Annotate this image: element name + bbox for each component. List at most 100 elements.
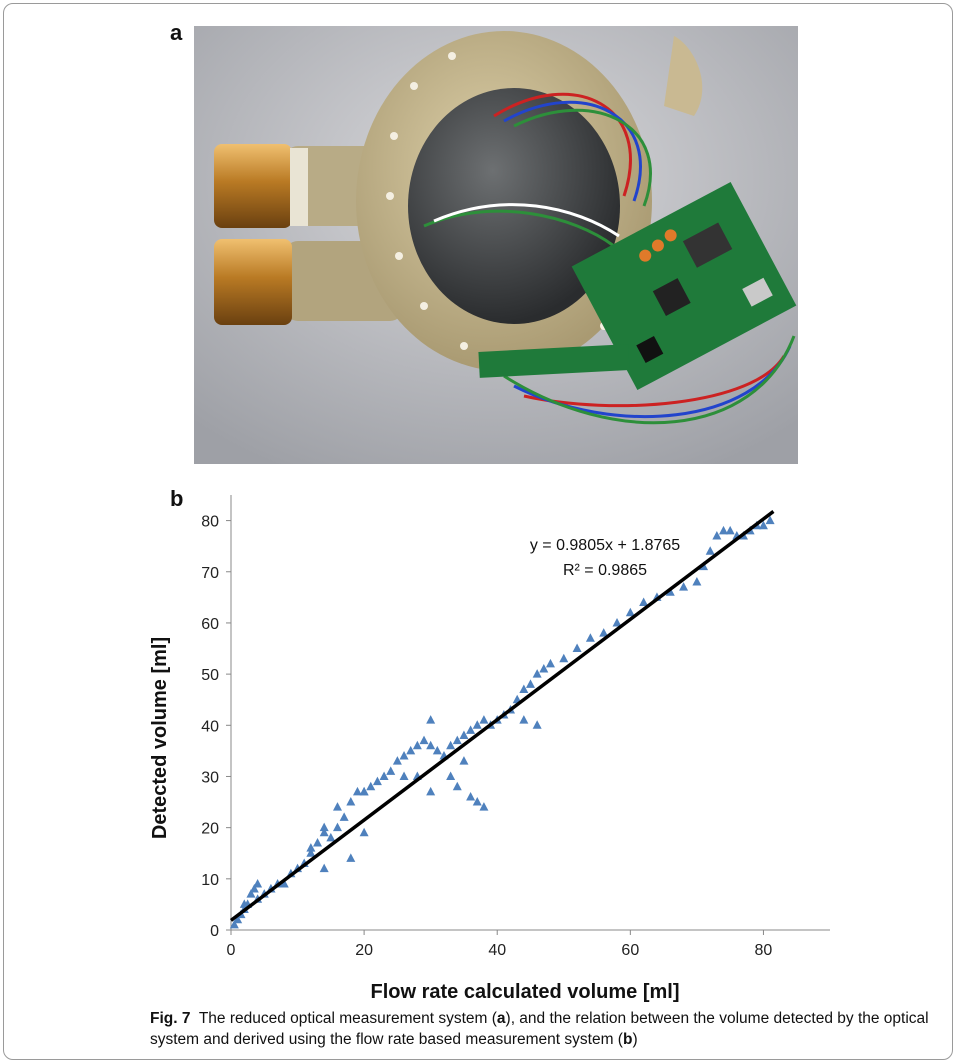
data-point (532, 669, 542, 678)
panel-label-b: b (170, 486, 184, 511)
data-point (319, 827, 329, 837)
data-point (392, 756, 402, 765)
data-point (452, 735, 462, 745)
r-squared-annotation: R² = 0.9865 (563, 562, 647, 579)
x-tick-label: 20 (355, 942, 373, 959)
data-point (719, 525, 729, 535)
figure-frame (3, 3, 953, 1060)
data-point (599, 628, 609, 637)
data-point (472, 720, 482, 729)
data-point (306, 843, 316, 852)
data-point (466, 725, 476, 734)
data-point (386, 766, 396, 775)
data-point (472, 797, 482, 806)
y-tick-label: 70 (201, 565, 219, 582)
data-point (246, 889, 256, 898)
data-point (692, 577, 702, 586)
caption-part-1: The reduced optical measurement system ( (198, 1010, 497, 1027)
data-point (532, 720, 542, 729)
data-point (765, 515, 775, 525)
scatter-chart: 0 20 40 60 80 0 10 20 30 40 50 60 70 80 y = 0.9805x +… (149, 495, 830, 1003)
x-tick-label: 0 (227, 942, 236, 959)
data-point (359, 786, 369, 796)
data-point (359, 827, 369, 837)
data-point (426, 786, 436, 796)
y-tick-label: 20 (201, 821, 219, 838)
data-point (545, 658, 555, 668)
data-point (479, 715, 489, 724)
data-point (399, 751, 409, 760)
data-point (319, 822, 329, 832)
data-point (526, 679, 535, 688)
panel-label-a: a (170, 20, 183, 45)
data-point (332, 802, 342, 811)
data-point (452, 781, 462, 791)
figure-caption: Fig. 7 The reduced optical measurement s… (150, 1008, 940, 1050)
data-point (705, 546, 715, 555)
data-point (519, 715, 529, 724)
data-point (319, 863, 329, 873)
data-point (239, 899, 249, 908)
y-tick-label: 60 (201, 616, 219, 633)
data-point (572, 643, 582, 653)
plot-area: 0 20 40 60 80 0 10 20 30 40 50 60 70 80 (201, 495, 830, 959)
caption-ref-a: a (496, 1010, 506, 1027)
data-point (446, 771, 456, 780)
y-tick-label: 80 (201, 514, 219, 531)
y-tick-label: 0 (210, 923, 219, 940)
data-point (539, 664, 549, 673)
data-point (406, 745, 416, 755)
x-tick-label: 80 (755, 942, 773, 959)
data-point (233, 914, 243, 924)
data-point (466, 791, 476, 801)
data-point (249, 884, 259, 893)
data-point (399, 771, 409, 780)
data-point (725, 525, 735, 535)
data-point (559, 653, 569, 663)
data-point (585, 633, 595, 642)
data-point (326, 832, 336, 842)
data-point (612, 617, 622, 627)
data-point (519, 684, 529, 693)
data-point (758, 520, 768, 530)
data-point (625, 607, 635, 617)
data-point (639, 597, 649, 606)
y-axis-title: Detected volume [ml] (149, 637, 171, 839)
y-tick-label: 40 (201, 718, 219, 735)
data-point (459, 756, 469, 765)
data-point (332, 822, 342, 832)
caption-ref-b: b (622, 1031, 633, 1048)
data-point (426, 715, 436, 724)
caption-part-3: ) (632, 1031, 638, 1048)
data-point (253, 878, 263, 888)
x-tick-label: 60 (621, 942, 639, 959)
device-photo (194, 26, 798, 464)
data-point (412, 740, 422, 750)
data-point (712, 530, 722, 540)
data-point (446, 740, 456, 750)
x-axis-title: Flow rate calculated volume [ml] (371, 981, 680, 1003)
x-tick-label: 40 (488, 942, 506, 959)
y-tick-label: 50 (201, 667, 219, 684)
data-point (339, 812, 349, 821)
figure-number: Fig. 7 (150, 1010, 191, 1027)
data-point (665, 587, 675, 596)
data-point (426, 740, 436, 750)
data-point (679, 582, 689, 591)
data-point (419, 735, 429, 745)
caption-part-2: ), and the relation between the volume d… (150, 1010, 929, 1048)
data-point (306, 848, 316, 857)
data-point (279, 878, 289, 888)
data-point (313, 838, 323, 847)
data-point (346, 853, 356, 862)
y-tick-label: 30 (201, 769, 219, 786)
data-point (352, 786, 362, 796)
y-tick-label: 10 (201, 872, 219, 889)
data-point (432, 745, 442, 755)
equation-annotation: y = 0.9805x + 1.8765 (530, 537, 680, 554)
data-point (459, 730, 469, 740)
data-point (479, 802, 489, 811)
trendline (229, 510, 775, 922)
data-point (229, 919, 239, 929)
data-point (372, 776, 382, 786)
